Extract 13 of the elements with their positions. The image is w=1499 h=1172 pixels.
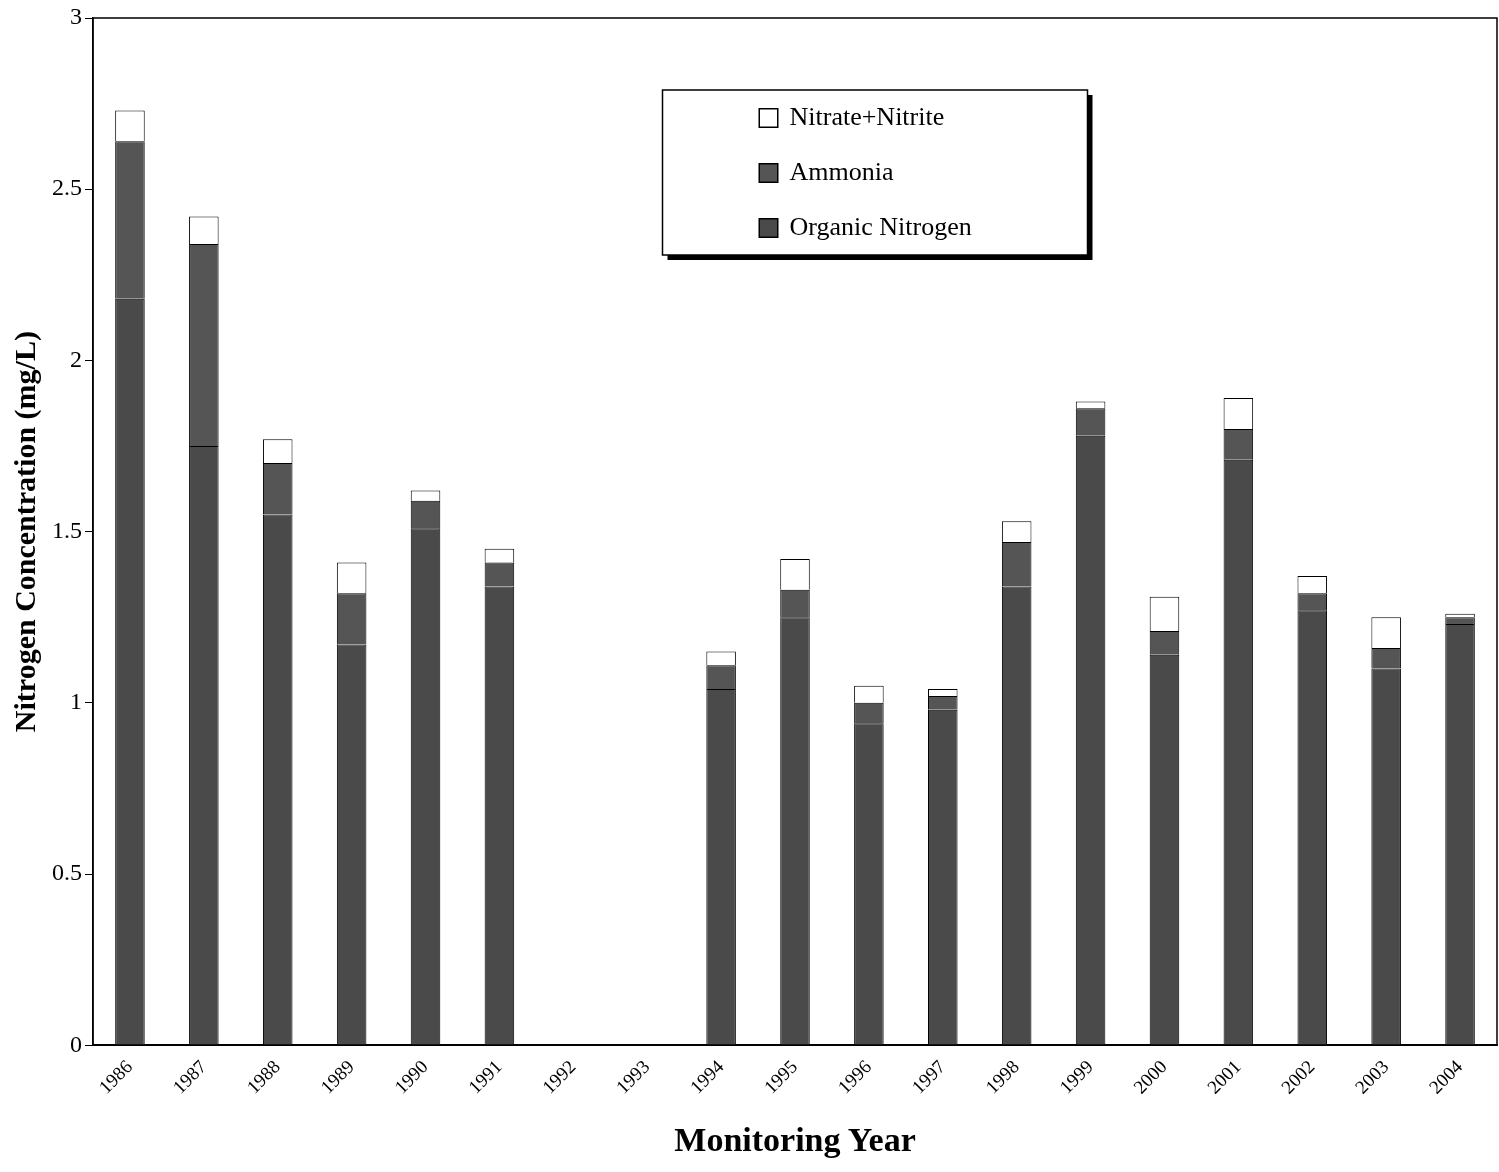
y-tick-label: 1.5	[52, 516, 82, 543]
y-tick-label: 0.5	[52, 859, 82, 886]
x-axis-title: Monitoring Year	[674, 1121, 916, 1159]
legend-label: Organic Nitrogen	[789, 211, 972, 241]
y-tick-label: 2.5	[52, 174, 82, 201]
legend-label: Nitrate+Nitrite	[789, 101, 945, 131]
x-tick-label: 1993	[611, 1055, 654, 1098]
y-tick-label: 3	[70, 3, 82, 30]
legend-label: Ammonia	[789, 156, 894, 186]
y-axis-title: Nitrogen Concentration (mg/L)	[7, 331, 42, 733]
y-tick-label: 1	[70, 688, 82, 715]
y-tick-label: 2	[70, 345, 82, 372]
y-tick-label: 0	[70, 1030, 82, 1057]
